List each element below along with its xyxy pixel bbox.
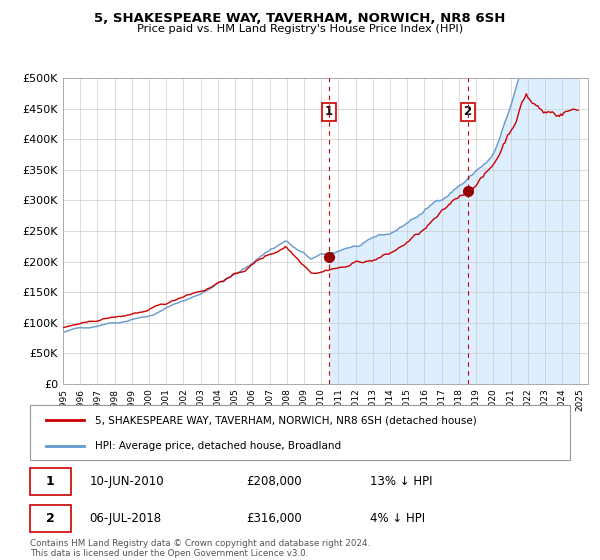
Text: Contains HM Land Registry data © Crown copyright and database right 2024.
This d: Contains HM Land Registry data © Crown c…	[30, 539, 370, 558]
Text: Price paid vs. HM Land Registry's House Price Index (HPI): Price paid vs. HM Land Registry's House …	[137, 24, 463, 34]
FancyBboxPatch shape	[30, 405, 570, 460]
Text: 10-JUN-2010: 10-JUN-2010	[89, 475, 164, 488]
Text: HPI: Average price, detached house, Broadland: HPI: Average price, detached house, Broa…	[95, 441, 341, 450]
Text: 4% ↓ HPI: 4% ↓ HPI	[370, 512, 425, 525]
Text: 1: 1	[325, 105, 333, 119]
Text: 5, SHAKESPEARE WAY, TAVERHAM, NORWICH, NR8 6SH (detached house): 5, SHAKESPEARE WAY, TAVERHAM, NORWICH, N…	[95, 416, 476, 425]
Text: 06-JUL-2018: 06-JUL-2018	[89, 512, 161, 525]
Text: £316,000: £316,000	[246, 512, 302, 525]
FancyBboxPatch shape	[30, 505, 71, 532]
Text: 1: 1	[46, 475, 55, 488]
Text: 5, SHAKESPEARE WAY, TAVERHAM, NORWICH, NR8 6SH: 5, SHAKESPEARE WAY, TAVERHAM, NORWICH, N…	[94, 12, 506, 25]
Text: 2: 2	[46, 512, 55, 525]
Text: 2: 2	[464, 105, 472, 119]
Text: £208,000: £208,000	[246, 475, 302, 488]
FancyBboxPatch shape	[30, 468, 71, 494]
Text: 13% ↓ HPI: 13% ↓ HPI	[370, 475, 433, 488]
